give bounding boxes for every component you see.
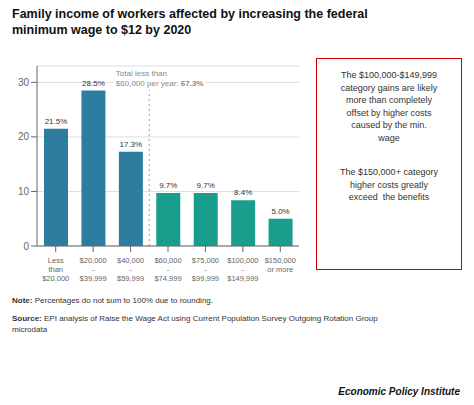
svg-text:8.4%: 8.4% [234,188,252,197]
svg-text:5.0%: 5.0% [271,207,289,216]
html-text:Total less than $60,000 per ye: Total less than $60,000 per year: 67.3% [115,69,204,88]
html-text:The $150,000+ category higher: The $150,000+ category higher costs grea… [340,167,438,202]
svg-text:28.5%: 28.5% [82,79,105,88]
svg-text:10: 10 [18,186,30,197]
svg-text:Lessthan$20,000: Lessthan$20,000 [42,256,69,283]
svg-text:17.3%: 17.3% [120,140,143,149]
html-text:Source: EPI analysis of Raise: Source: EPI analysis of Raise the Wage A… [12,314,378,334]
svg-text:9.7%: 9.7% [159,181,177,190]
svg-text:30: 30 [18,77,30,88]
svg-text:$60,000-$74,999: $60,000-$74,999 [154,256,181,283]
svg-text:$75,000-$99,999: $75,000-$99,999 [192,256,219,283]
svg-text:0: 0 [23,241,29,252]
svg-text:9.7%: 9.7% [197,181,215,190]
html-text:Note: Percentages do not sum t: Note: Percentages do not sum to 100% due… [12,296,213,305]
svg-text:$100,000-$149,999: $100,000-$149,999 [227,256,258,283]
svg-text:$20,000-$39,999: $20,000-$39,999 [80,256,107,283]
svg-text:21.5%: 21.5% [45,117,68,126]
html-text:The $100,000-$149,999 category: The $100,000-$149,999 category gains are… [340,70,438,143]
svg-text:$40,000-$59,999: $40,000-$59,999 [117,256,144,283]
svg-text:20: 20 [18,131,30,142]
html-text:Family income of workers affec: Family income of workers affected by inc… [12,7,368,37]
svg-text:$150,000or more: $150,000or more [265,256,296,274]
html-text:Economic Policy Institute: Economic Policy Institute [338,386,460,397]
